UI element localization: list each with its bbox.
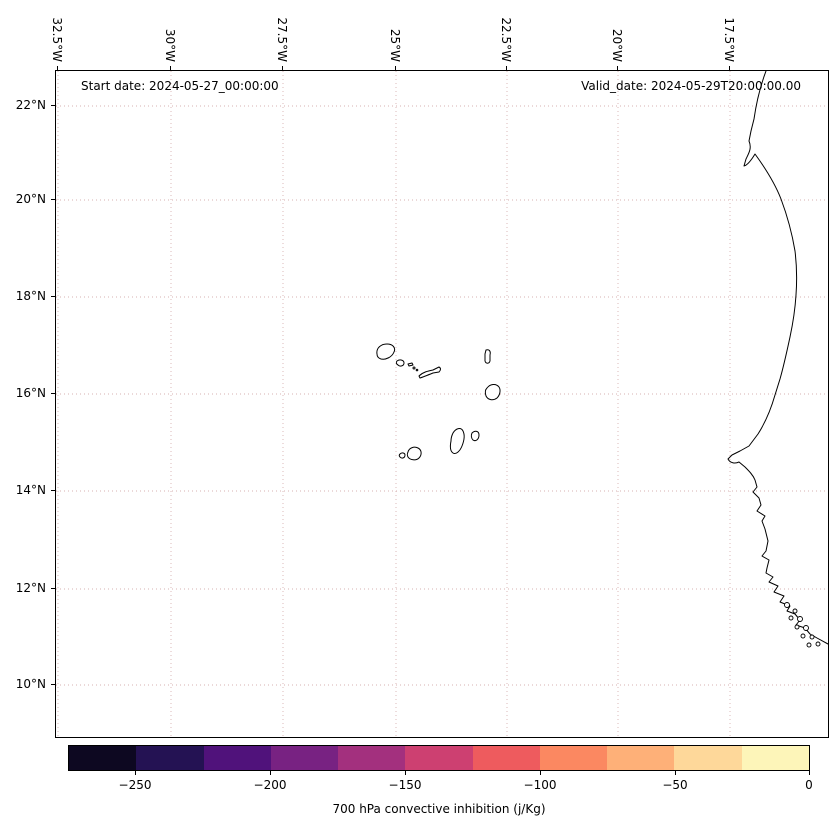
left-axis-tick — [51, 684, 55, 685]
lon-tick-label: 27.5°W — [275, 17, 289, 62]
left-axis-tick — [51, 490, 55, 491]
valid-date-label: Valid_date: 2024-05-29T20:00:00.00 — [581, 79, 801, 93]
lat-tick-label: 20°N — [15, 192, 46, 206]
colorbar-tick — [675, 771, 676, 775]
top-axis-tick — [617, 66, 618, 70]
colorbar-segment — [674, 746, 742, 770]
colorbar-tick — [809, 771, 810, 775]
lat-tick-label: 12°N — [15, 581, 46, 595]
map-plot: Start date: 2024-05-27_00:00:00 Valid_da… — [55, 70, 829, 738]
colorbar-axis-label: 700 hPa convective inhibition (j/Kg) — [332, 802, 546, 816]
colorbar-tick-label: −50 — [662, 778, 688, 792]
lon-tick-label: 20°W — [610, 28, 624, 62]
colorbar-tick-label: −250 — [118, 778, 152, 792]
lon-tick-label: 25°W — [388, 28, 402, 62]
colorbar-segment — [270, 746, 339, 770]
lon-tick-label: 30°W — [163, 28, 177, 62]
colorbar-tick-label: −200 — [253, 778, 287, 792]
colorbar-segment — [136, 746, 204, 770]
colorbar-tick — [405, 771, 406, 775]
colorbar-segment — [472, 746, 540, 770]
left-axis-tick — [51, 199, 55, 200]
graticule — [56, 71, 828, 737]
top-axis-tick — [170, 66, 171, 70]
colorbar-tick — [270, 771, 271, 775]
left-axis-tick — [51, 296, 55, 297]
top-axis-tick — [395, 66, 396, 70]
colorbar-segment — [741, 746, 809, 770]
start-date-label: Start date: 2024-05-27_00:00:00 — [81, 79, 279, 93]
colorbar-tick-label: −100 — [523, 778, 557, 792]
colorbar — [68, 745, 810, 771]
left-axis-tick — [51, 588, 55, 589]
lat-tick-label: 18°N — [15, 289, 46, 303]
top-axis-tick — [729, 66, 730, 70]
top-axis-tick — [506, 66, 507, 70]
colorbar-segment — [539, 746, 608, 770]
colorbar-segment — [203, 746, 271, 770]
lon-tick-label: 17.5°W — [722, 17, 736, 62]
colorbar-segment — [338, 746, 406, 770]
top-axis-tick — [282, 66, 283, 70]
lon-tick-label: 32.5°W — [50, 17, 64, 62]
africa-coastline-path — [727, 71, 828, 645]
lat-tick-label: 16°N — [15, 386, 46, 400]
cape-verde-islands — [376, 343, 501, 461]
colorbar-tick-label: 0 — [805, 778, 813, 792]
colorbar-segment — [607, 746, 675, 770]
lon-tick-label: 22.5°W — [499, 17, 513, 62]
lat-tick-label: 14°N — [15, 483, 46, 497]
left-axis-tick — [51, 393, 55, 394]
colorbar-tick-label: −150 — [388, 778, 422, 792]
left-axis-tick — [51, 105, 55, 106]
coastal-islands — [784, 602, 821, 648]
colorbar-segment — [405, 746, 473, 770]
lat-tick-label: 22°N — [15, 98, 46, 112]
colorbar-tick — [540, 771, 541, 775]
colorbar-tick — [135, 771, 136, 775]
colorbar-segment — [69, 746, 137, 770]
top-axis-tick — [57, 66, 58, 70]
lat-tick-label: 10°N — [15, 677, 46, 691]
map-canvas — [56, 71, 828, 737]
